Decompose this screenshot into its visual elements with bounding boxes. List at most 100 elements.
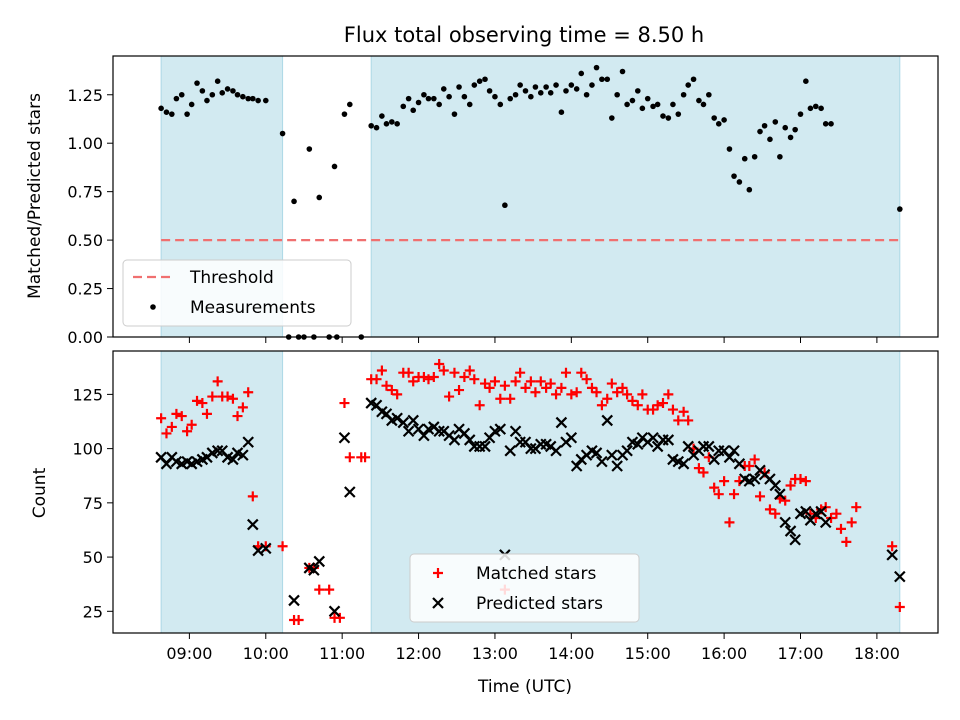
x-tick-label: 15:00 bbox=[625, 644, 671, 663]
matched-star-point bbox=[176, 411, 187, 422]
x-tick-label: 14:00 bbox=[548, 644, 594, 663]
legend-box bbox=[122, 259, 352, 327]
measurement-point bbox=[522, 88, 529, 94]
measurement-point bbox=[486, 88, 493, 94]
matched-star-point bbox=[171, 408, 182, 419]
matched-star-point bbox=[851, 502, 862, 513]
measurement-point bbox=[163, 109, 170, 115]
measurement-point bbox=[204, 97, 210, 104]
axes-frame bbox=[112, 350, 939, 634]
legend-predicted-swatch bbox=[432, 597, 444, 609]
measurement-point bbox=[230, 88, 236, 94]
predicted-star-point bbox=[418, 429, 430, 442]
y-tick-label: 0.25 bbox=[67, 280, 103, 299]
y-tick-label: 75 bbox=[83, 494, 103, 513]
measurement-point bbox=[634, 88, 641, 94]
matched-star-point bbox=[376, 365, 387, 376]
predicted-star-point bbox=[260, 542, 272, 555]
measurement-point bbox=[599, 76, 605, 83]
measurement-point bbox=[711, 115, 717, 121]
matched-star-point bbox=[566, 389, 577, 400]
matched-star-point bbox=[192, 395, 203, 406]
matched-star-point bbox=[166, 421, 177, 432]
legend-measurement-swatch bbox=[150, 304, 156, 310]
measurement-point bbox=[822, 121, 829, 127]
predicted-star-point bbox=[555, 416, 568, 429]
matched-star-point bbox=[785, 480, 796, 491]
measurement-point bbox=[593, 64, 600, 71]
predicted-star-point bbox=[647, 431, 659, 444]
measurement-point bbox=[373, 124, 380, 131]
matched-star-point bbox=[207, 391, 218, 402]
y-tick-label: 125 bbox=[72, 385, 103, 404]
measurement-point bbox=[614, 91, 620, 98]
matched-star-point bbox=[434, 359, 445, 370]
measurement-point bbox=[507, 95, 514, 102]
measurement-point bbox=[782, 124, 789, 131]
predicted-star-point bbox=[407, 414, 419, 427]
measurement-point bbox=[573, 86, 580, 92]
legend-predicted-label: Predicted stars bbox=[476, 594, 603, 614]
measurement-point bbox=[654, 101, 661, 108]
matched-star-point bbox=[525, 376, 536, 387]
predicted-star-point bbox=[708, 453, 720, 466]
matched-star-point bbox=[449, 367, 460, 378]
measurement-point bbox=[219, 90, 226, 96]
matched-star-point bbox=[622, 389, 633, 400]
matched-star-point bbox=[770, 508, 781, 519]
predicted-star-point bbox=[677, 458, 690, 470]
measurement-point bbox=[812, 103, 819, 110]
measurement-point bbox=[173, 95, 180, 102]
measurement-point bbox=[629, 97, 636, 104]
measurement-point bbox=[291, 198, 297, 205]
matched-star-point bbox=[780, 495, 791, 506]
predicted-star-point bbox=[611, 460, 623, 472]
matched-star-point bbox=[314, 584, 325, 595]
matched-star-point bbox=[795, 473, 806, 484]
measurement-point bbox=[563, 88, 569, 94]
matched-star-point bbox=[360, 452, 371, 463]
matched-star-point bbox=[673, 415, 684, 426]
matched-star-point bbox=[324, 584, 335, 595]
measurement-point bbox=[502, 202, 508, 209]
predicted-star-point bbox=[463, 434, 476, 446]
predicted-star-point bbox=[733, 458, 746, 470]
matched-star-point bbox=[835, 523, 846, 534]
matched-star-point bbox=[474, 400, 485, 411]
matched-star-point bbox=[182, 426, 193, 437]
matched-star-point bbox=[403, 367, 414, 378]
predicted-star-point bbox=[391, 412, 403, 425]
measurement-point bbox=[466, 101, 473, 108]
ratio-panel: 0.00 0.25 0.50 0.75 1.00 1.25 Threshold Measure… bbox=[67, 55, 939, 347]
measurement-point bbox=[644, 95, 651, 102]
matched-star-point bbox=[749, 454, 760, 465]
measurement-point bbox=[578, 70, 585, 77]
predicted-star-point bbox=[769, 479, 782, 492]
measurement-point bbox=[482, 76, 488, 83]
predicted-star-point bbox=[784, 525, 797, 537]
matched-star-point bbox=[551, 389, 562, 400]
measurement-point bbox=[415, 99, 422, 106]
matched-star-point bbox=[744, 460, 755, 471]
matched-star-point bbox=[729, 489, 740, 500]
matched-star-point bbox=[212, 376, 223, 387]
matched-star-point bbox=[247, 491, 258, 502]
count-panel: 25 50 75 100 125 09:00 10:00 11:00 12:00 13:00 14:… bbox=[72, 350, 939, 663]
measurement-point bbox=[169, 111, 175, 117]
matched-star-point bbox=[709, 482, 720, 493]
measurement-point bbox=[751, 153, 758, 160]
matched-star-point bbox=[510, 376, 521, 387]
matched-star-point bbox=[678, 406, 689, 417]
matched-star-point bbox=[894, 601, 905, 612]
x-tick-label: 18:00 bbox=[854, 644, 900, 663]
axes-frame bbox=[112, 55, 939, 338]
predicted-star-point bbox=[344, 486, 356, 498]
measurement-point bbox=[807, 105, 814, 112]
matched-star-point bbox=[484, 382, 495, 393]
measurement-point bbox=[660, 113, 666, 119]
y-tick-label: 0.75 bbox=[67, 183, 103, 202]
matched-star-point bbox=[227, 393, 238, 404]
matched-star-point bbox=[339, 398, 350, 409]
matched-star-point bbox=[535, 376, 546, 387]
y-tick-label: 1.25 bbox=[67, 86, 103, 105]
